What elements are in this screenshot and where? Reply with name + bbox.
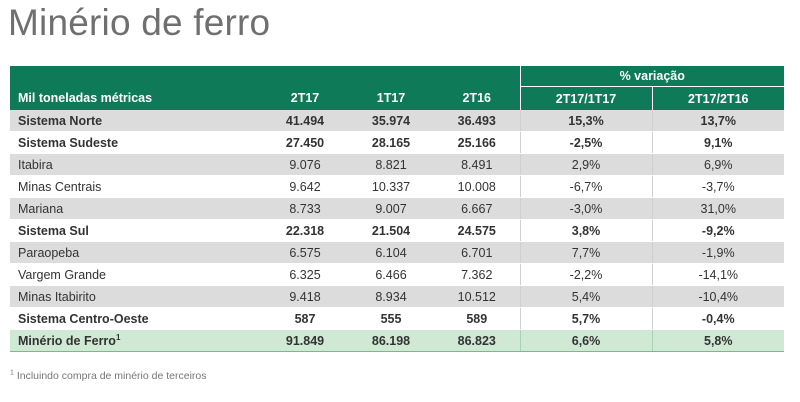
cell-2t17: 587 [262,307,348,330]
cell-2t17-1t17: 5,4% [519,285,652,308]
cell-2t16: 7.362 [434,263,520,286]
cell-2t16: 10.512 [434,285,520,308]
table-row: Sistema Centro-Oeste 587 555 589 5,7% -0,4% [10,307,784,330]
total-cell-2t16: 86.823 [434,329,520,352]
column-header-1t17: 1T17 [348,86,434,110]
cell-1t17: 6.466 [348,263,434,286]
total-cell-2t17-1t17: 6,6% [519,329,652,352]
cell-2t17-2t16: -3,7% [651,175,784,198]
cell-2t16: 10.008 [434,175,520,198]
cell-2t17-2t16: -0,4% [651,307,784,330]
cell-2t16: 589 [434,307,520,330]
cell-2t17-1t17: 7,7% [519,241,652,264]
cell-2t17-1t17: -2,2% [519,263,652,286]
cell-2t16: 36.493 [434,110,520,132]
total-footnote-marker: 1 [115,332,121,342]
row-label: Minas Itabirito [10,285,262,308]
variation-group-header: % variação [519,66,784,87]
cell-1t17: 6.104 [348,241,434,264]
total-label: Minério de Ferro1 [10,329,262,352]
cell-2t17-1t17: 3,8% [519,219,652,242]
cell-1t17: 35.974 [348,110,434,132]
cell-2t16: 6.701 [434,241,520,264]
total-cell-2t17-2t16: 5,8% [651,329,784,352]
row-label: Vargem Grande [10,263,262,286]
cell-2t17-2t16: -9,2% [651,219,784,242]
cell-2t17: 8.733 [262,197,348,220]
header-spacer [262,66,348,87]
cell-2t17-2t16: 13,7% [651,110,784,132]
footnote: 1 Incluindo compra de minério de terceir… [10,369,207,383]
row-label: Itabira [10,153,262,176]
total-cell-1t17: 86.198 [348,329,434,352]
cell-1t17: 21.504 [348,219,434,242]
table-body: Sistema Norte 41.494 35.974 36.493 15,3% 13,7… [10,110,784,352]
header-spacer [434,66,520,87]
cell-2t16: 8.491 [434,153,520,176]
row-label: Sistema Sudeste [10,131,262,154]
cell-2t17: 6.575 [262,241,348,264]
row-label: Minas Centrais [10,175,262,198]
total-row: Minério de Ferro1 91.849 86.198 86.823 6,6% 5… [10,329,784,352]
table-group-header-row: % variação [10,66,784,87]
cell-2t16: 25.166 [434,131,520,154]
cell-2t17-2t16: -1,9% [651,241,784,264]
column-header-2t17: 2T17 [262,86,348,110]
cell-2t17-2t16: 6,9% [651,153,784,176]
row-label: Sistema Sul [10,219,262,242]
cell-2t17-2t16: -14,1% [651,263,784,286]
cell-2t17-1t17: -3,0% [519,197,652,220]
column-header-2t17-2t16: 2T17/2T16 [651,86,784,110]
cell-2t17-1t17: 15,3% [519,110,652,132]
cell-2t17-1t17: -6,7% [519,175,652,198]
cell-1t17: 8.821 [348,153,434,176]
cell-2t17-2t16: 31,0% [651,197,784,220]
cell-2t17: 9.642 [262,175,348,198]
row-label: Paraopeba [10,241,262,264]
table-row: Vargem Grande 6.325 6.466 7.362 -2,2% -14,1% [10,263,784,286]
cell-1t17: 9.007 [348,197,434,220]
production-table: % variação Mil toneladas métricas 2T17 1… [10,66,784,352]
table-row: Sistema Sul 22.318 21.504 24.575 3,8% -9,2% [10,219,784,242]
cell-2t17-1t17: -2,5% [519,131,652,154]
table-header-row: Mil toneladas métricas 2T17 1T17 2T16 2T… [10,86,784,110]
cell-1t17: 10.337 [348,175,434,198]
row-label: Sistema Centro-Oeste [10,307,262,330]
footnote-marker: 1 [10,369,14,377]
column-header-unit: Mil toneladas métricas [10,86,262,110]
total-label-text: Minério de Ferro [18,333,116,348]
table-row: Itabira 9.076 8.821 8.491 2,9% 6,9% [10,153,784,176]
row-label: Mariana [10,197,262,220]
cell-2t17: 6.325 [262,263,348,286]
cell-2t17: 9.076 [262,153,348,176]
column-header-2t16: 2T16 [434,86,520,110]
cell-2t17-2t16: 9,1% [651,131,784,154]
cell-2t17: 41.494 [262,110,348,132]
cell-2t17-1t17: 5,7% [519,307,652,330]
table-row: Paraopeba 6.575 6.104 6.701 7,7% -1,9% [10,241,784,264]
cell-2t17-1t17: 2,9% [519,153,652,176]
row-label: Sistema Norte [10,110,262,132]
cell-2t17: 22.318 [262,219,348,242]
cell-2t16: 6.667 [434,197,520,220]
cell-1t17: 8.934 [348,285,434,308]
footnote-text: Incluindo compra de minério de terceiros [13,370,207,382]
cell-2t17: 27.450 [262,131,348,154]
table-row: Minas Itabirito 9.418 8.934 10.512 5,4% -10,4… [10,285,784,308]
page-title: Minério de ferro [8,2,271,43]
header-spacer [10,66,262,87]
cell-2t17-2t16: -10,4% [651,285,784,308]
cell-1t17: 555 [348,307,434,330]
table-row: Minas Centrais 9.642 10.337 10.008 -6,7% -3,7… [10,175,784,198]
header-spacer [348,66,434,87]
column-header-2t17-1t17: 2T17/1T17 [519,86,652,110]
table-row: Sistema Sudeste 27.450 28.165 25.166 -2,5% 9,… [10,131,784,154]
cell-2t17: 9.418 [262,285,348,308]
table-row: Sistema Norte 41.494 35.974 36.493 15,3% 13,7… [10,110,784,132]
cell-1t17: 28.165 [348,131,434,154]
table-row: Mariana 8.733 9.007 6.667 -3,0% 31,0% [10,197,784,220]
total-cell-2t17: 91.849 [262,329,348,352]
cell-2t16: 24.575 [434,219,520,242]
